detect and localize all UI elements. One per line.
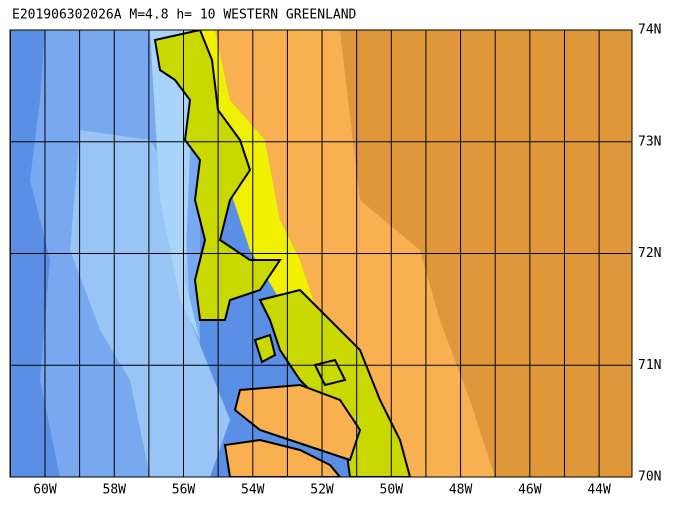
x-tick-label: 48W	[449, 483, 473, 498]
x-tick-label: 50W	[380, 483, 404, 498]
x-tick-label: 44W	[587, 483, 611, 498]
y-tick-label: 70N	[638, 470, 661, 485]
map-title: E201906302026A M=4.8 h= 10 WESTERN GREEN…	[12, 8, 357, 23]
x-tick-label: 52W	[310, 483, 334, 498]
x-tick-label: 56W	[172, 483, 196, 498]
y-tick-label: 71N	[638, 358, 661, 373]
x-tick-label: 54W	[241, 483, 265, 498]
x-tick-label: 60W	[33, 483, 57, 498]
y-tick-label: 73N	[638, 134, 661, 149]
x-tick-label: 58W	[103, 483, 127, 498]
x-tick-label: 46W	[518, 483, 542, 498]
y-tick-label: 74N	[638, 23, 661, 38]
y-tick-label: 72N	[638, 246, 661, 261]
